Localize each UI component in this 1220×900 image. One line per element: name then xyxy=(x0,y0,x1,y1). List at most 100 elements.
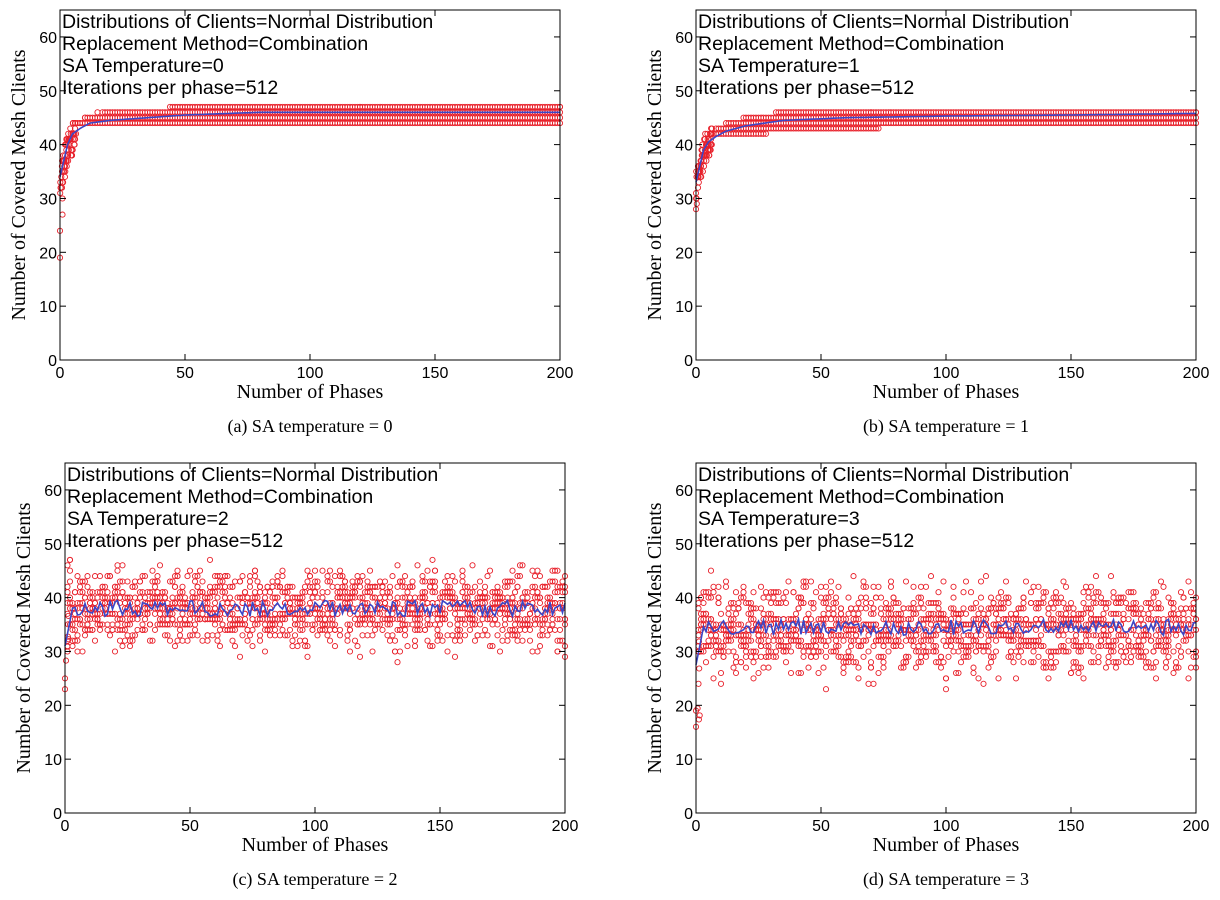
data-point xyxy=(149,637,156,644)
data-point xyxy=(174,637,181,644)
data-point xyxy=(867,659,875,666)
data-point xyxy=(698,173,705,180)
data-point xyxy=(702,610,710,617)
data-point xyxy=(324,632,331,639)
data-point xyxy=(194,632,201,639)
data-point xyxy=(922,583,930,590)
data-point xyxy=(446,621,454,628)
data-point xyxy=(795,637,802,644)
data-point xyxy=(139,573,146,580)
data-point xyxy=(1040,589,1047,596)
data-point xyxy=(855,616,862,623)
data-point xyxy=(231,643,239,650)
data-point xyxy=(1097,616,1105,623)
data-point xyxy=(1027,621,1035,628)
data-point xyxy=(820,610,827,617)
data-point xyxy=(1170,605,1177,612)
data-point xyxy=(386,594,394,601)
data-point xyxy=(204,594,211,601)
data-point xyxy=(1112,664,1120,671)
data-point xyxy=(351,616,359,623)
scatter-points xyxy=(61,556,569,693)
data-point xyxy=(174,567,181,574)
data-point xyxy=(1160,583,1167,590)
data-point xyxy=(151,583,159,590)
data-point xyxy=(1062,583,1070,590)
data-point xyxy=(194,616,201,623)
data-point xyxy=(216,643,224,650)
data-point xyxy=(1030,648,1037,655)
data-point xyxy=(459,578,466,585)
data-point xyxy=(191,621,199,628)
data-point xyxy=(1012,648,1020,655)
data-point xyxy=(965,632,972,639)
data-point xyxy=(219,621,226,628)
data-point xyxy=(835,653,842,660)
data-point xyxy=(827,616,835,623)
data-point xyxy=(551,578,559,585)
data-point xyxy=(745,599,752,607)
data-point xyxy=(399,594,406,601)
y-tick-label: 50 xyxy=(675,537,693,554)
data-point xyxy=(216,578,224,585)
data-point xyxy=(74,637,81,644)
data-point xyxy=(877,653,885,660)
data-point xyxy=(693,200,700,207)
data-point xyxy=(551,626,559,633)
data-point xyxy=(269,583,276,590)
data-point xyxy=(877,605,885,612)
data-point xyxy=(541,583,549,590)
data-point xyxy=(812,643,820,650)
data-point xyxy=(171,643,179,650)
data-point xyxy=(917,653,925,660)
data-point xyxy=(354,578,361,585)
data-point xyxy=(810,648,817,655)
data-point xyxy=(271,632,279,639)
data-point xyxy=(855,675,862,682)
data-point xyxy=(815,648,822,655)
data-point xyxy=(1152,589,1160,596)
data-point xyxy=(434,626,441,633)
data-point xyxy=(356,653,364,660)
data-point xyxy=(885,605,892,612)
data-point xyxy=(251,567,259,574)
data-point xyxy=(1172,616,1180,623)
data-point xyxy=(1155,637,1162,644)
data-point xyxy=(451,637,459,644)
data-point xyxy=(1105,659,1112,666)
x-tick-label: 50 xyxy=(181,818,199,835)
data-point xyxy=(171,621,179,628)
data-point xyxy=(867,610,875,617)
x-axis-label: Number of Phases xyxy=(873,381,1020,403)
data-point xyxy=(1135,637,1142,644)
data-point xyxy=(815,669,822,677)
data-point xyxy=(840,621,847,628)
data-point xyxy=(900,605,907,612)
data-point xyxy=(86,594,94,601)
data-point xyxy=(344,621,351,628)
data-point xyxy=(449,632,456,639)
data-point xyxy=(932,659,940,666)
data-point xyxy=(166,605,174,612)
data-point xyxy=(705,594,712,601)
data-point xyxy=(1020,659,1027,666)
data-point xyxy=(431,589,439,596)
data-point xyxy=(81,594,89,601)
data-point xyxy=(314,583,321,590)
data-point xyxy=(439,637,446,644)
data-point xyxy=(752,653,760,660)
data-point xyxy=(294,621,301,628)
data-point xyxy=(925,616,932,623)
data-point xyxy=(476,621,484,628)
data-point xyxy=(695,680,702,687)
data-point xyxy=(942,686,950,693)
data-point xyxy=(476,578,484,585)
data-point xyxy=(319,567,326,574)
data-point xyxy=(151,626,159,633)
data-point xyxy=(441,616,449,623)
data-point xyxy=(847,643,855,650)
data-point xyxy=(877,594,885,601)
data-point xyxy=(229,637,236,644)
data-point xyxy=(336,567,344,574)
data-point xyxy=(725,605,732,612)
